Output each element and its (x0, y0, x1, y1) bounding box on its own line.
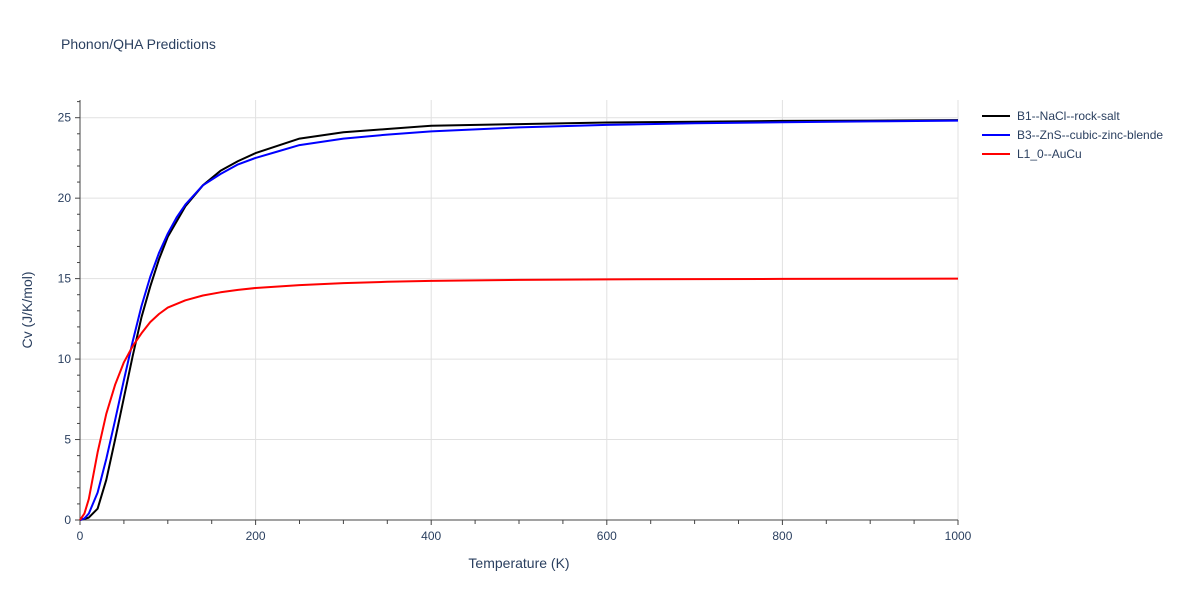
series-line-2 (79, 119, 959, 521)
y-axis-title: Cv (J/K/mol) (19, 272, 35, 349)
legend-label: L1_0--AuCu (1017, 146, 1082, 161)
legend-swatch (982, 133, 1010, 136)
y-tick-label: 25 (58, 111, 72, 125)
legend-item-3[interactable]: L1_0--AuCu (982, 144, 1163, 163)
series-line-1 (79, 119, 959, 521)
legend-swatch (982, 152, 1010, 155)
x-tick-label: 1000 (945, 529, 972, 543)
grid-lines (80, 100, 959, 520)
y-tick-label: 15 (58, 272, 72, 286)
series-line-3 (79, 277, 959, 521)
legend-swatch (982, 114, 1010, 117)
y-tick-label: 0 (64, 513, 71, 527)
x-tick-label: 200 (246, 529, 266, 543)
series-layer (79, 119, 959, 521)
legend-label: B1--NaCl--rock-salt (1017, 108, 1120, 123)
y-tick-label: 20 (58, 191, 72, 205)
x-axis-title: Temperature (K) (468, 555, 569, 571)
chart-title: Phonon/QHA Predictions (61, 36, 216, 52)
x-tick-label: 600 (597, 529, 617, 543)
x-tick-label: 800 (772, 529, 792, 543)
x-tick-label: 0 (77, 529, 84, 543)
legend: B1--NaCl--rock-salt B3--ZnS--cubic-zinc-b… (982, 106, 1163, 163)
y-tick-label: 5 (64, 433, 71, 447)
legend-item-1[interactable]: B1--NaCl--rock-salt (982, 106, 1163, 125)
x-tick-label: 400 (421, 529, 441, 543)
legend-item-2[interactable]: B3--ZnS--cubic-zinc-blende (982, 125, 1163, 144)
y-tick-label: 10 (58, 352, 72, 366)
axes: 0 200 400 600 800 1000 0 5 10 15 20 25 (58, 100, 972, 543)
legend-label: B3--ZnS--cubic-zinc-blende (1017, 127, 1164, 142)
